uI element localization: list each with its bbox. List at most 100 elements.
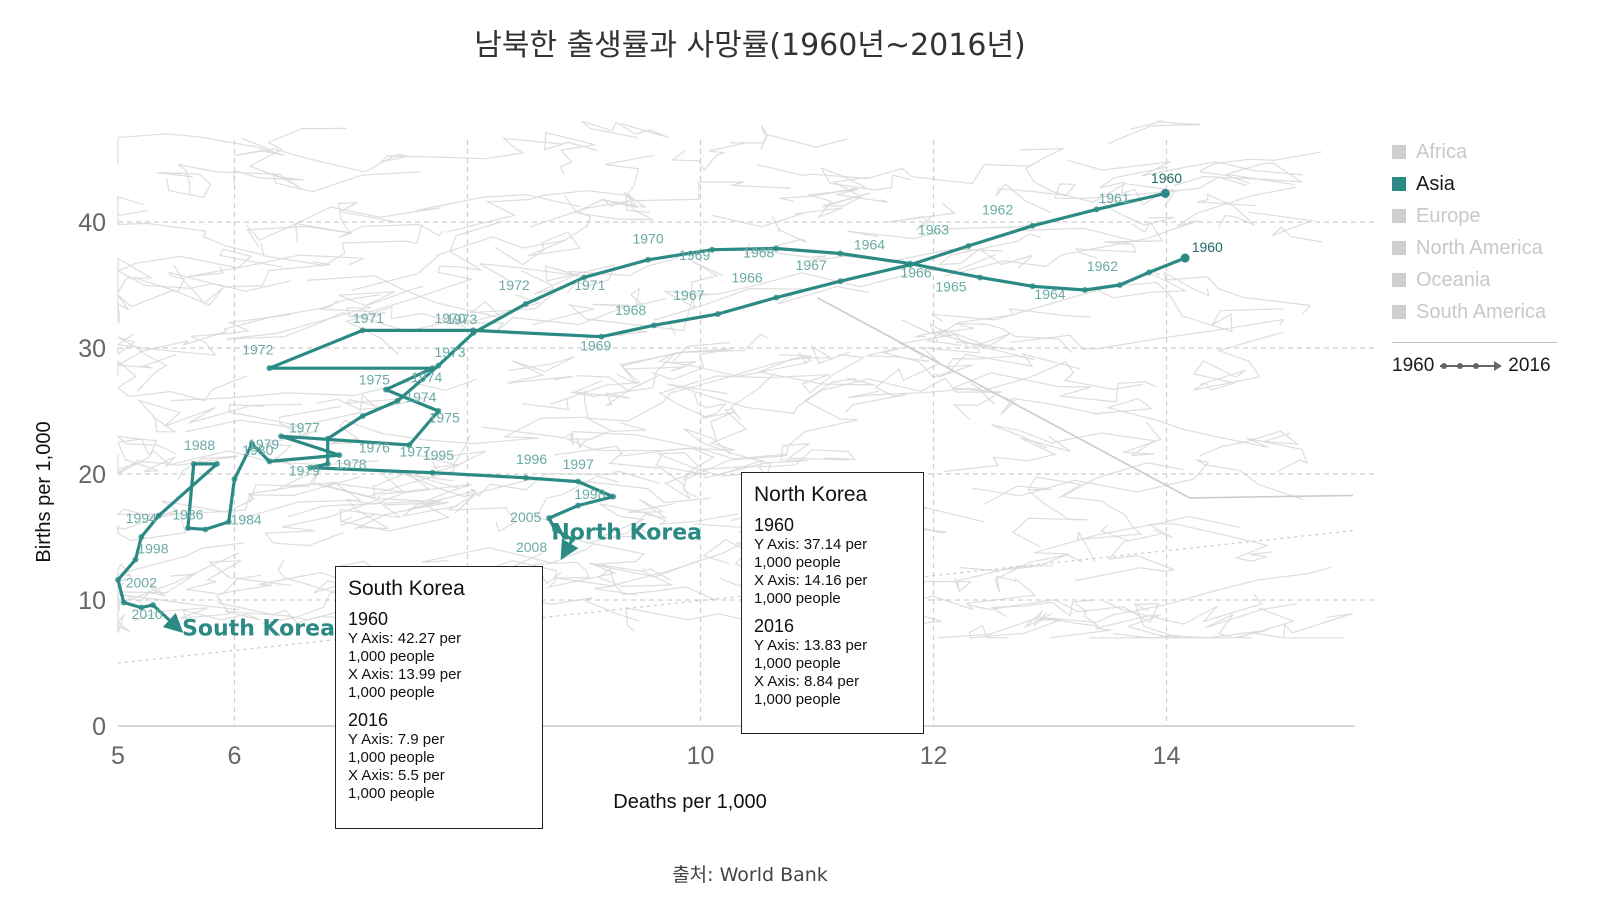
background-country-line [756, 248, 1003, 263]
background-country-line [995, 183, 1177, 214]
tooltip-y-unit: 1,000 people [348, 648, 435, 665]
background-country-line [1074, 240, 1151, 259]
data-point [202, 526, 209, 533]
background-country-line [581, 120, 670, 139]
year-label: 1969 [580, 338, 611, 354]
data-point [406, 442, 413, 449]
data-point [575, 502, 582, 509]
chart-title: 남북한 출생률과 사망률(1960년~2016년) [474, 28, 1026, 63]
year-label: 1980 [242, 442, 273, 458]
background-country-line [448, 494, 517, 533]
background-country-line [116, 359, 248, 402]
background-country-line [888, 203, 956, 231]
year-label: 1974 [411, 369, 442, 385]
highlighted-series: North Korea South Korea [115, 188, 1190, 641]
background-country-line [658, 353, 866, 419]
data-point [1029, 283, 1036, 290]
background-country-line [1011, 490, 1088, 548]
background-country-line [1024, 602, 1099, 628]
background-country-line [990, 599, 1095, 618]
background-country-line [137, 399, 303, 433]
year-label: 1970 [434, 310, 465, 326]
data-point [184, 525, 191, 532]
series-line-south-korea [116, 191, 1166, 633]
background-country-line [1061, 462, 1184, 562]
background-country-line [339, 501, 449, 530]
data-point [324, 435, 331, 442]
data-point [336, 452, 343, 459]
legend-item-europe[interactable]: Europe [1392, 200, 1582, 232]
background-trend-line [117, 530, 1353, 664]
data-point [382, 386, 389, 393]
legend-label: North America [1416, 236, 1543, 259]
data-point [569, 536, 576, 543]
data-point [324, 460, 331, 467]
legend-divider [1392, 342, 1557, 343]
legend-item-asia[interactable]: Asia [1392, 168, 1582, 200]
background-country-line [1251, 612, 1354, 639]
data-point [581, 274, 587, 281]
background-country-line [1074, 524, 1175, 582]
background-country-line [943, 186, 1297, 277]
background-country-line [533, 561, 637, 596]
legend-item-oceania[interactable]: Oceania [1392, 264, 1582, 296]
background-country-line [816, 296, 1353, 499]
year-label: 1962 [982, 201, 1013, 217]
tooltip-entry-1960: 1960 Y Axis: 37.14 per 1,000 people X Ax… [754, 515, 911, 608]
legend-item-south-america[interactable]: South America [1392, 296, 1582, 328]
year-label: 1975 [359, 372, 390, 388]
background-country-line [1107, 120, 1201, 145]
tooltip-year: 2016 [754, 616, 795, 636]
background-country-line [969, 612, 1062, 639]
data-point [837, 278, 844, 285]
tooltip-year: 1960 [348, 609, 389, 629]
background-country-line [326, 389, 589, 445]
data-point [435, 362, 442, 369]
legend-swatch [1392, 241, 1406, 255]
background-country-line [344, 306, 467, 356]
x-tick-label: 10 [687, 742, 715, 770]
tooltip-entry-1960: 1960 Y Axis: 42.27 per 1,000 people X Ax… [348, 609, 530, 702]
legend-item-africa[interactable]: Africa [1392, 136, 1582, 168]
data-point [359, 413, 366, 420]
year-label: 1998 [574, 486, 605, 502]
year-label: 1967 [796, 257, 827, 273]
data-point [1116, 282, 1123, 288]
background-country-line [1099, 166, 1175, 226]
region-legend: Africa Asia Europe North America Oceania Sout… [1392, 136, 1582, 377]
background-country-line [1049, 603, 1298, 639]
tooltip-x-value: X Axis: 5.5 per [348, 767, 445, 784]
data-point [214, 460, 221, 467]
background-country-line [544, 131, 598, 175]
data-point [977, 274, 984, 281]
tooltip-x-value: X Axis: 14.16 per [754, 572, 868, 589]
background-country-line [157, 172, 212, 198]
x-tick-label: 5 [111, 742, 125, 770]
background-country-line [260, 224, 423, 267]
tooltip-x-value: X Axis: 8.84 per [754, 673, 860, 690]
background-country-line [521, 348, 732, 411]
background-country-line [482, 426, 787, 460]
background-country-line [654, 443, 849, 479]
year-label: 1973 [446, 311, 477, 327]
data-point [773, 294, 780, 301]
data-point [965, 242, 972, 249]
legend-swatch [1392, 177, 1406, 191]
data-point [359, 327, 366, 334]
background-country-line [133, 560, 292, 622]
background-country-line [226, 308, 386, 340]
year-label: 1976 [359, 440, 390, 456]
tooltip-y-unit: 1,000 people [754, 655, 841, 672]
background-country-line [971, 459, 1304, 501]
tooltip-year: 1960 [754, 515, 795, 535]
data-point [522, 474, 529, 481]
tooltip-title: North Korea [754, 483, 868, 506]
legend-item-north-america[interactable]: North America [1392, 232, 1582, 264]
year-label: 1974 [405, 389, 436, 405]
data-point [225, 518, 232, 525]
background-country-line [901, 319, 1073, 354]
background-country-line [670, 142, 746, 172]
background-country-line [1199, 430, 1300, 457]
tooltip-x-unit: 1,000 people [348, 684, 435, 701]
background-country-line [951, 372, 1157, 403]
